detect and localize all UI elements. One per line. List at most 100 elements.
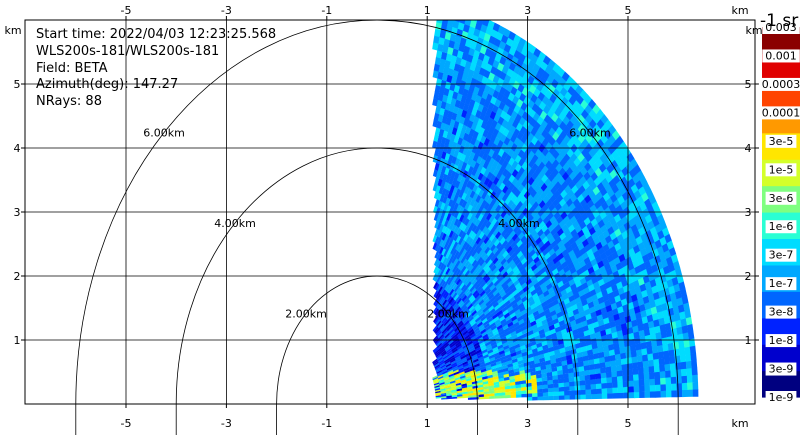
beta-cell: [524, 155, 532, 165]
beta-cell: [638, 379, 645, 387]
beta-cell: [533, 47, 541, 58]
beta-cell: [636, 317, 643, 326]
beta-cell: [466, 53, 474, 63]
beta-cell: [443, 108, 450, 118]
beta-cell: [455, 382, 462, 386]
beta-cell: [645, 188, 654, 199]
beta-cell: [433, 380, 440, 385]
beta-cell: [560, 210, 568, 220]
beta-cell: [446, 395, 452, 398]
beta-cell: [550, 207, 558, 216]
beta-cell: [637, 241, 646, 251]
beta-cell: [481, 90, 489, 100]
beta-cell: [513, 292, 520, 300]
beta-cell: [444, 258, 450, 267]
beta-cell: [472, 324, 479, 331]
beta-cell: [460, 379, 467, 383]
beta-cell: [687, 382, 693, 390]
beta-cell: [551, 267, 559, 276]
beta-cell: [548, 202, 556, 212]
beta-cell: [493, 37, 501, 48]
beta-cell: [595, 227, 603, 237]
beta-cell: [686, 323, 694, 333]
beta-cell: [502, 283, 510, 292]
beta-cell: [447, 252, 453, 261]
beta-cell: [458, 254, 464, 262]
beta-cell: [445, 334, 451, 341]
beta-cell: [469, 182, 476, 191]
beta-cell: [504, 263, 511, 272]
beta-cell: [681, 382, 688, 391]
beta-cell: [512, 254, 519, 263]
beta-cell: [627, 282, 635, 291]
beta-cell: [596, 388, 602, 394]
beta-cell: [470, 320, 477, 327]
beta-cell: [501, 228, 508, 237]
beta-cell: [443, 87, 450, 97]
beta-cell: [659, 323, 667, 333]
beta-cell: [553, 387, 559, 392]
beta-cell: [654, 297, 662, 307]
beta-cell: [446, 392, 452, 395]
beta-cell: [464, 217, 470, 226]
beta-cell: [460, 58, 467, 68]
beta-cell: [614, 348, 621, 355]
beta-cell: [483, 391, 490, 395]
beta-cell: [437, 302, 443, 310]
beta-cell: [572, 198, 581, 208]
beta-cell: [464, 298, 471, 306]
beta-cell: [462, 276, 469, 285]
beta-cell: [559, 244, 567, 253]
beta-cell: [606, 286, 613, 295]
beta-cell: [478, 310, 484, 317]
beta-cell: [692, 389, 699, 397]
beta-cell: [546, 367, 553, 373]
beta-cell: [437, 332, 443, 339]
beta-cell: [455, 242, 461, 251]
beta-cell: [658, 252, 667, 262]
beta-cell: [435, 259, 441, 268]
beta-cell: [655, 331, 662, 340]
beta-cell: [612, 270, 620, 279]
beta-cell: [576, 322, 583, 329]
beta-cell: [621, 278, 629, 288]
beta-cell: [632, 299, 640, 308]
beta-cell: [665, 383, 672, 391]
colorbar-label-bg: [765, 391, 797, 404]
beta-cell: [525, 375, 532, 381]
beta-cell: [482, 225, 488, 234]
beta-cell: [486, 171, 493, 180]
beta-cell: [556, 227, 564, 237]
beta-cell: [593, 352, 600, 360]
beta-cell: [609, 320, 616, 328]
beta-cell: [590, 378, 597, 385]
beta-cell: [477, 353, 484, 359]
beta-cell: [530, 371, 537, 376]
beta-cell: [519, 203, 526, 213]
beta-cell: [500, 395, 506, 399]
beta-cell: [445, 251, 451, 259]
y-tick-label-right: 5: [745, 78, 752, 91]
beta-cell: [444, 59, 451, 69]
beta-cell: [497, 297, 504, 305]
beta-cell: [641, 289, 648, 298]
beta-cell: [649, 384, 656, 392]
beta-cell: [496, 341, 503, 347]
beta-cell: [448, 176, 454, 185]
beta-cell: [594, 363, 601, 370]
beta-cell: [433, 133, 439, 142]
beta-cell: [484, 358, 491, 364]
beta-cell: [448, 214, 454, 223]
beta-cell: [552, 298, 559, 306]
beta-cell: [464, 349, 471, 355]
beta-cell: [447, 326, 454, 333]
beta-cell: [647, 293, 655, 303]
beta-cell: [448, 373, 455, 378]
beta-cell: [438, 378, 445, 383]
beta-cell: [512, 289, 519, 297]
beta-cell: [481, 191, 488, 200]
beta-cell: [436, 355, 443, 361]
beta-cell: [660, 377, 666, 385]
beta-cell: [651, 339, 658, 348]
beta-cell: [576, 267, 584, 276]
